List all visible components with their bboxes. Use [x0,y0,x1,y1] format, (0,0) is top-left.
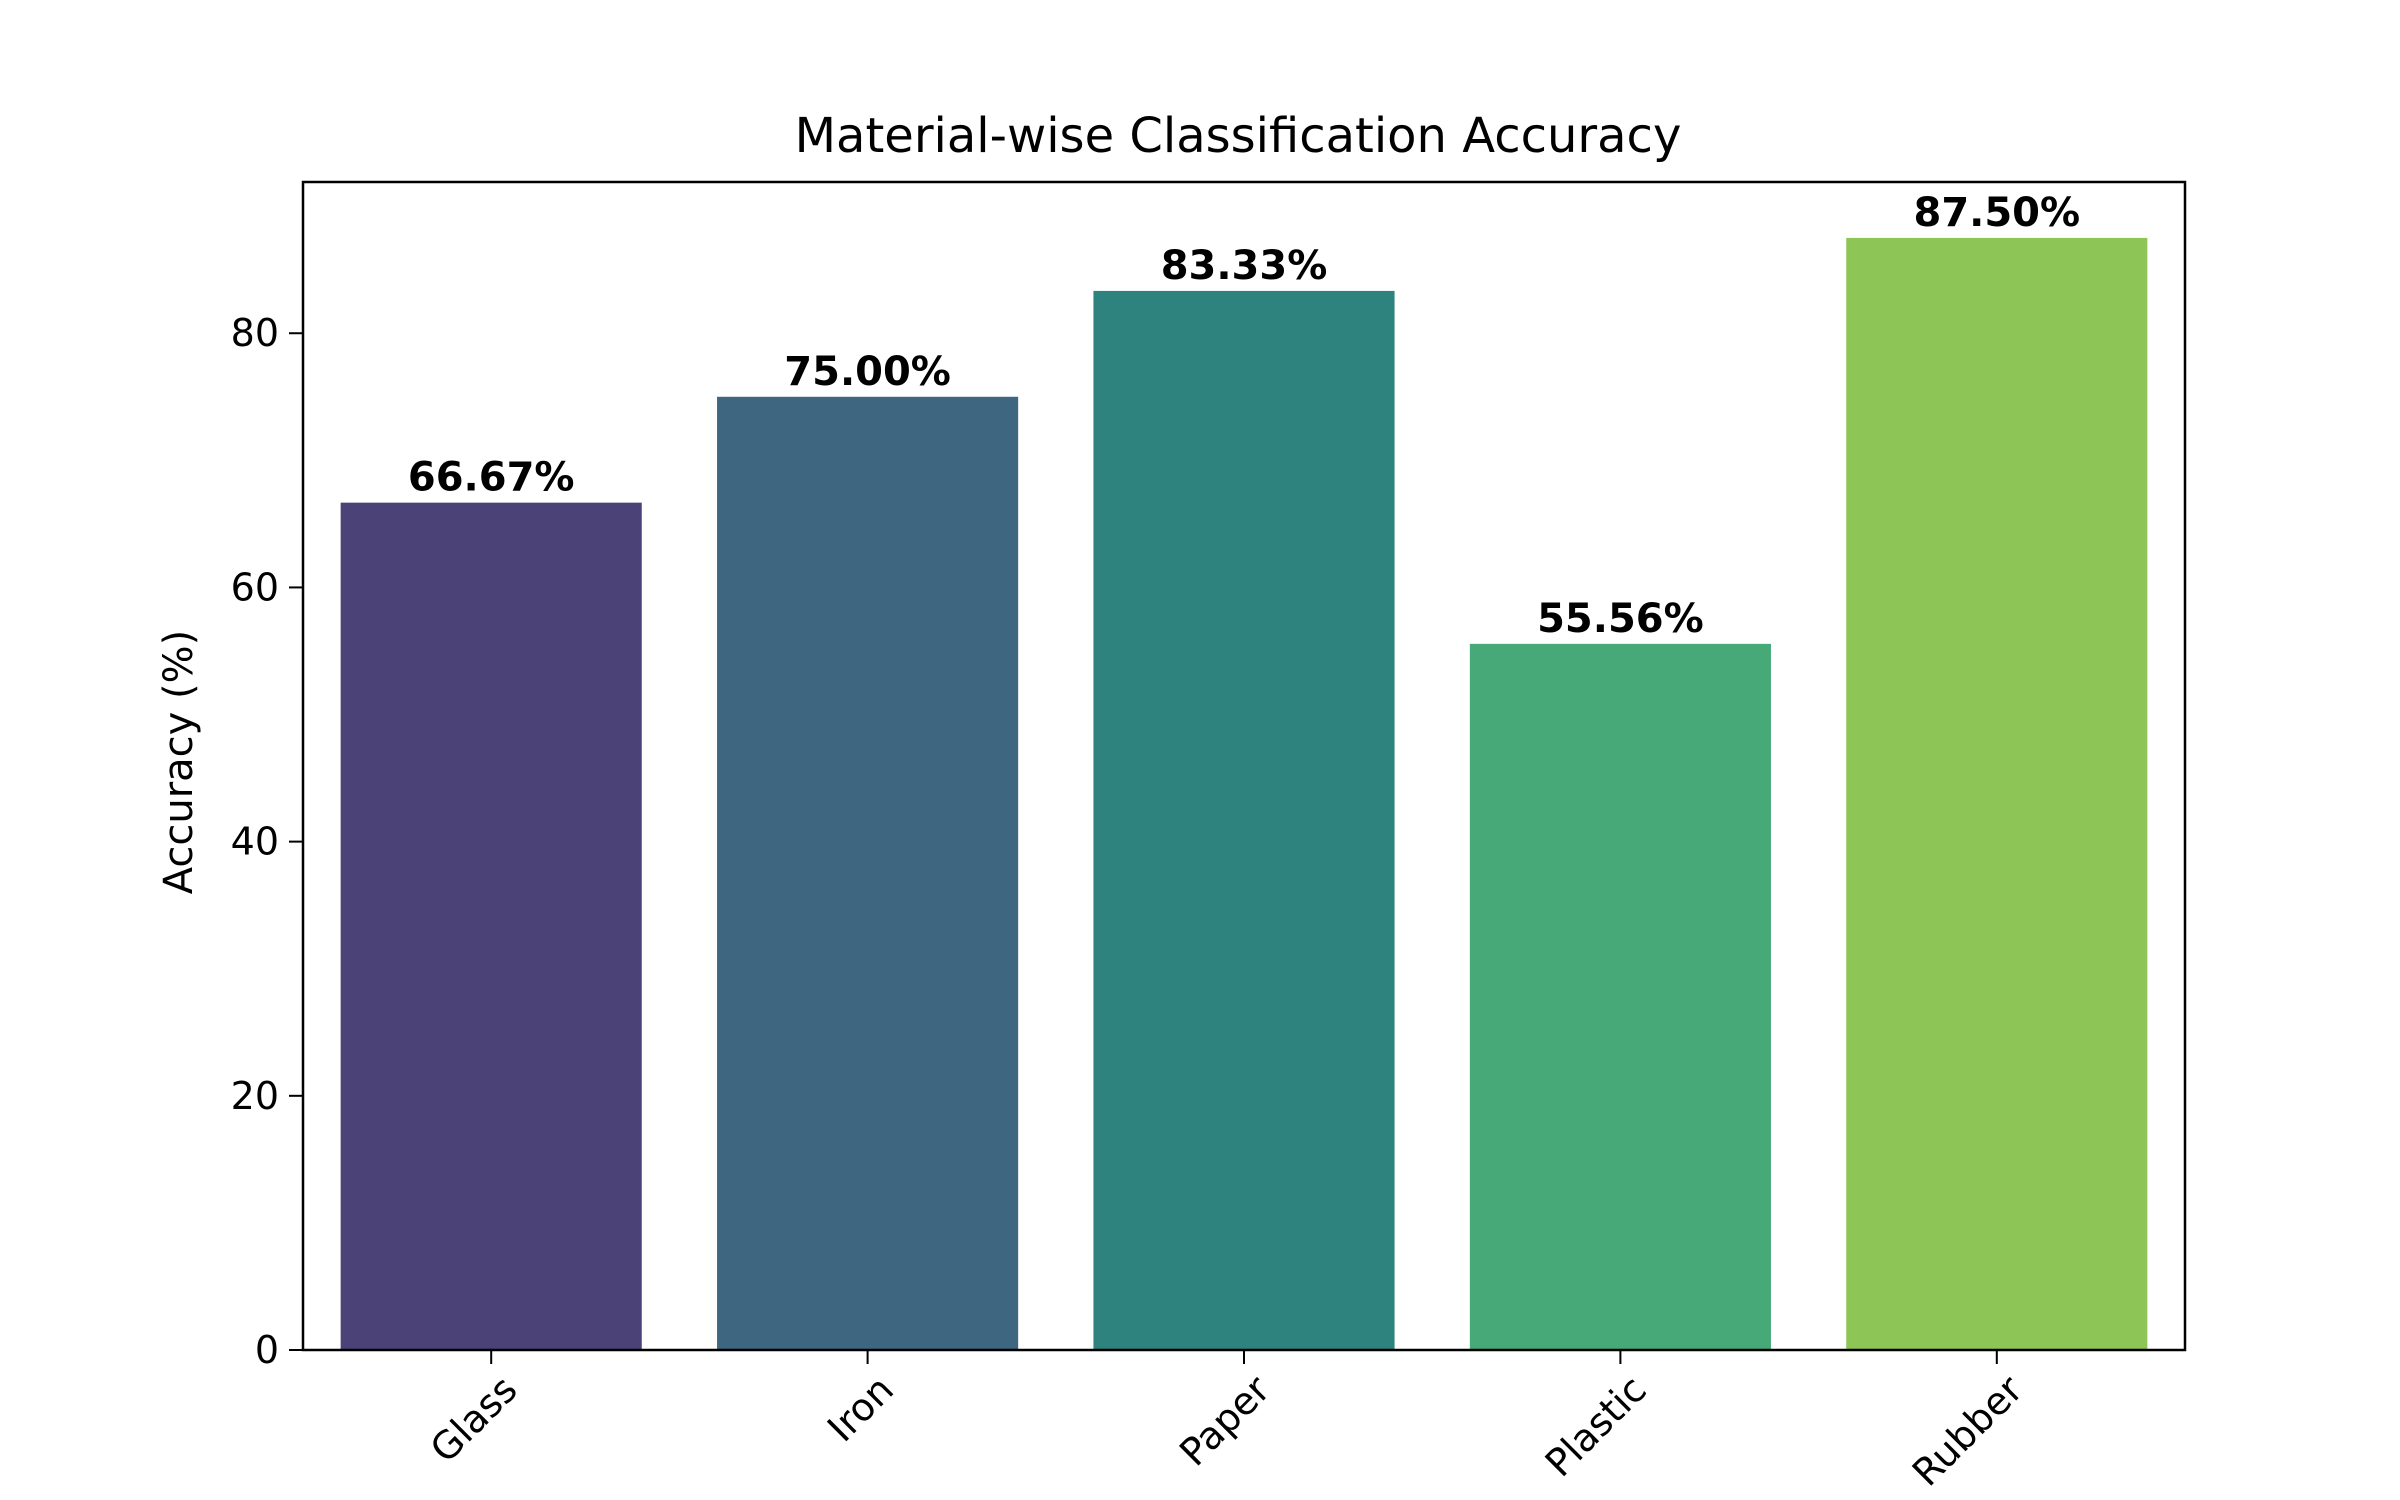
bars-layer [340,237,2148,1351]
y-tick-label: 0 [255,1328,279,1372]
data-label-plastic: 55.56% [1537,596,1704,642]
data-label-paper: 83.33% [1161,243,1328,289]
y-tick-label: 80 [231,311,279,355]
x-tick-label-paper: Paper [1171,1367,1278,1474]
y-axis-label: Accuracy (%) [156,630,202,895]
plot-frame [301,180,2187,1352]
x-tick-label-rubber: Rubber [1904,1367,2032,1495]
data-label-rubber: 87.50% [1913,190,2080,236]
y-tick-label: 60 [231,565,279,609]
bar-glass [340,502,642,1350]
data-label-iron: 75.00% [784,349,951,395]
data-labels-layer: 66.67% 75.00% 83.33% 55.56% 87.50% [408,190,2080,642]
bar-iron [717,396,1019,1350]
x-tick-label-glass: Glass [422,1367,526,1471]
x-axis: Glass Iron Paper Plastic Rubber [422,1350,2032,1495]
chart-title: Material-wise Classification Accuracy [795,108,1682,164]
data-label-glass: 66.67% [408,455,575,501]
bar-paper [1093,290,1395,1350]
y-axis: 0 20 40 60 80 [231,311,303,1372]
x-tick-label-plastic: Plastic [1537,1367,1655,1485]
bar-rubber [1846,237,2148,1351]
bar-plastic [1469,643,1771,1350]
x-tick-label-iron: Iron [819,1367,902,1450]
y-tick-label: 20 [231,1074,279,1118]
y-tick-label: 40 [231,820,279,864]
